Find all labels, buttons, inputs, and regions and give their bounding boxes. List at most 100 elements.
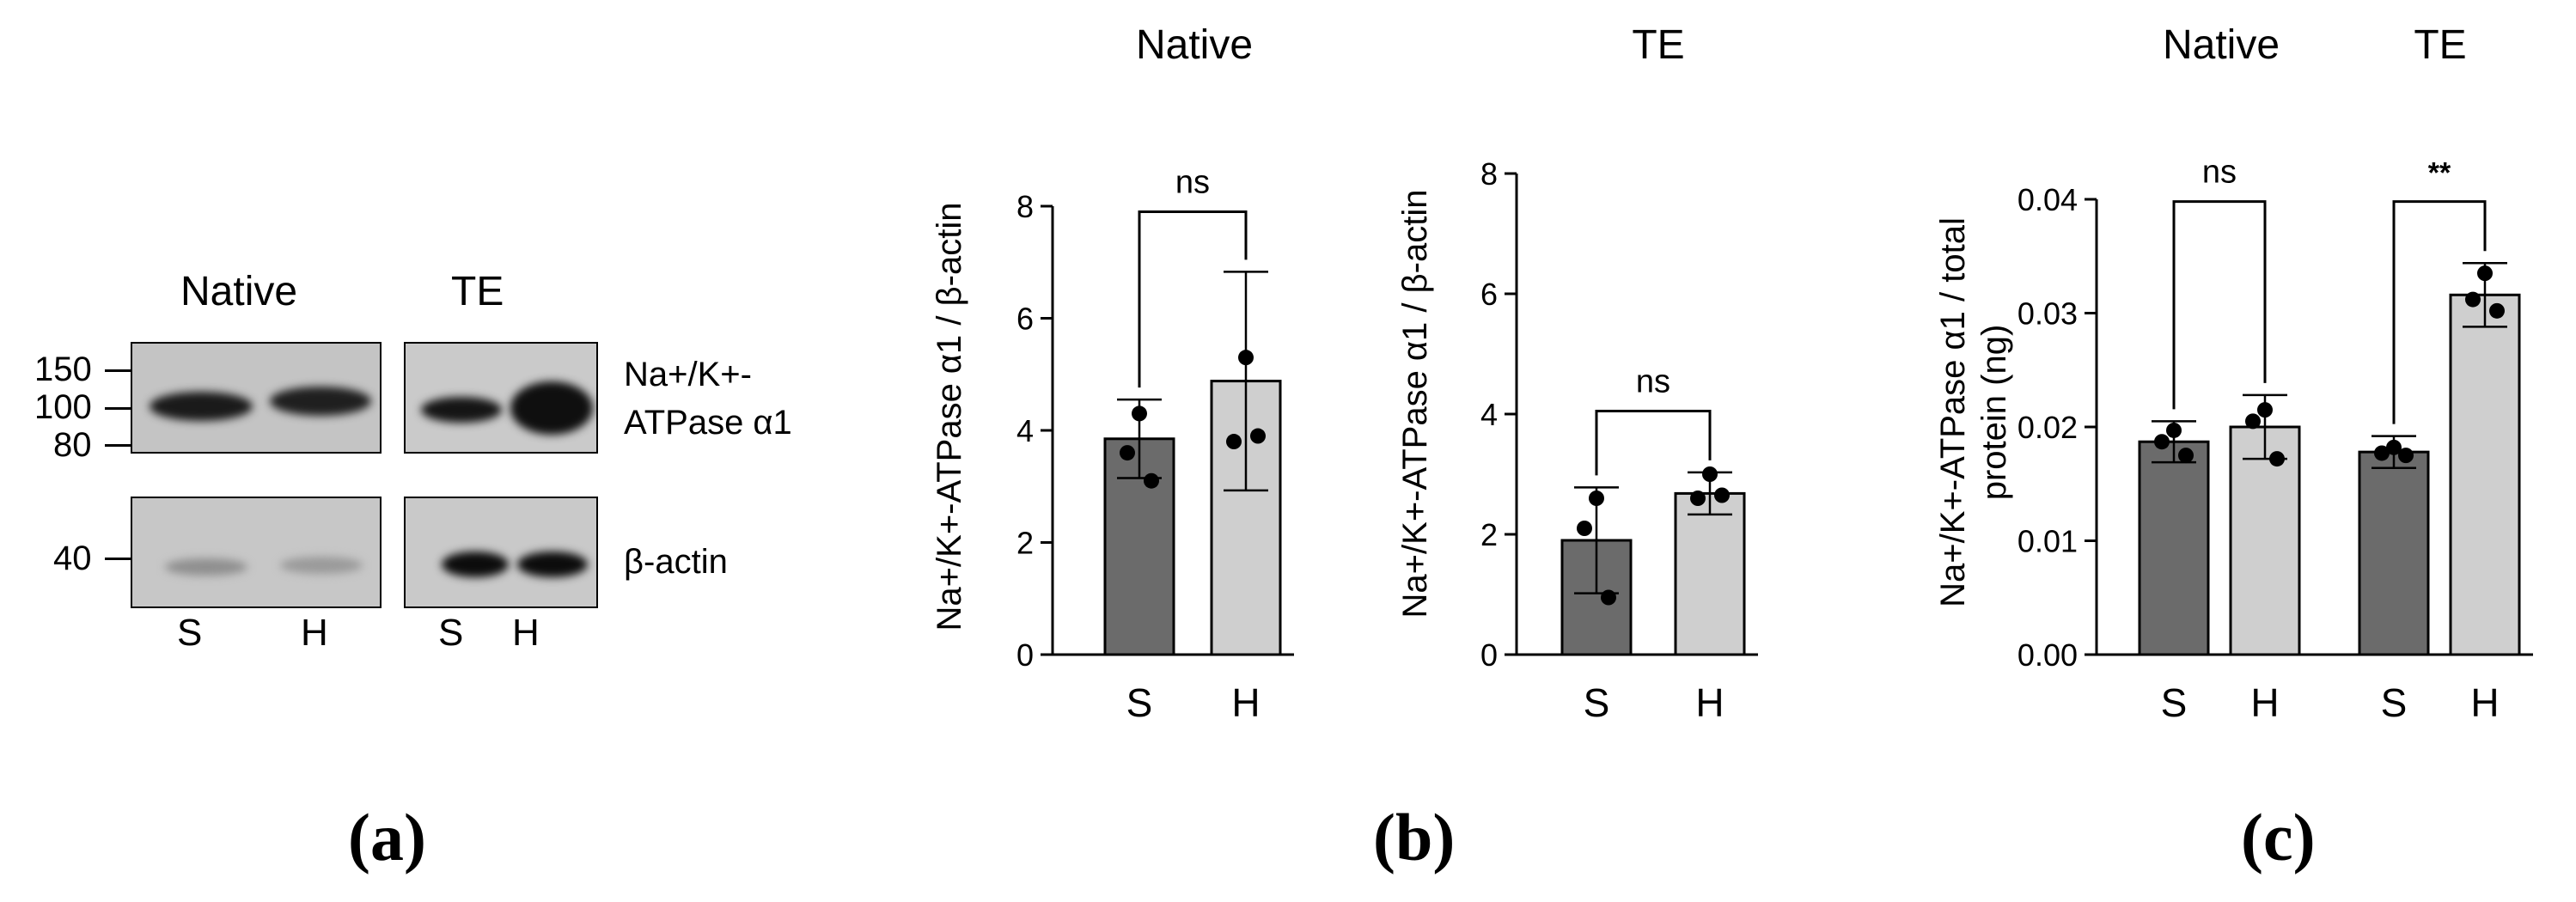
y-tick-label: 0.02 xyxy=(2017,410,2078,445)
y-tick-label: 4 xyxy=(1480,397,1498,432)
blot-te-actin xyxy=(404,497,598,608)
y-tick-label: 6 xyxy=(1480,277,1498,312)
label-atpase-line1: Na+/K+- xyxy=(624,356,752,393)
data-point xyxy=(1714,487,1730,503)
x-tick-label: S xyxy=(1584,680,1610,725)
data-point xyxy=(1250,428,1266,444)
data-point xyxy=(1144,472,1159,489)
bar-s xyxy=(2138,440,2210,656)
chart-title: Native xyxy=(1136,22,1253,68)
marker-80: 80 xyxy=(53,426,92,464)
data-point xyxy=(1226,434,1242,450)
band-te-actin-h xyxy=(517,552,588,577)
x-tick-label: H xyxy=(2470,680,2499,725)
y-tick-label: 0.00 xyxy=(2017,637,2078,673)
data-point xyxy=(1577,521,1592,536)
blot-native-atpase xyxy=(131,342,382,454)
marker-150: 150 xyxy=(34,350,92,388)
significance-label: ** xyxy=(2428,157,2451,190)
marker-tick xyxy=(105,407,131,410)
x-tick-label: S xyxy=(2381,680,2408,725)
significance-bracket xyxy=(1138,210,1248,388)
lane-te-s: S xyxy=(438,612,464,654)
significance-bracket xyxy=(2172,200,2267,410)
data-point xyxy=(2489,302,2505,319)
data-point xyxy=(1589,491,1604,506)
bar-s xyxy=(2358,450,2430,656)
bar-h xyxy=(2229,425,2301,656)
blot-te-atpase xyxy=(404,342,598,454)
data-point xyxy=(2374,445,2390,461)
data-point xyxy=(2477,265,2493,282)
y-tick-label: 2 xyxy=(1016,526,1034,561)
x-tick-label: H xyxy=(1231,680,1260,725)
significance-bracket xyxy=(1595,410,1712,476)
y-tick-label: 0.04 xyxy=(2017,182,2078,217)
band-te-s xyxy=(421,397,502,423)
y-tick-label: 2 xyxy=(1480,517,1498,552)
band-te-h xyxy=(510,381,593,435)
data-point xyxy=(1132,405,1147,422)
y-tick-label: 0.03 xyxy=(2017,296,2078,332)
data-point xyxy=(1690,491,1706,506)
band-native-actin-h xyxy=(280,557,363,574)
chart-title: TE xyxy=(2414,22,2466,68)
marker-100: 100 xyxy=(34,388,92,426)
caption-a: (a) xyxy=(348,800,426,875)
chart-title: TE xyxy=(1632,22,1684,68)
y-tick-label: 8 xyxy=(1480,156,1498,192)
data-point xyxy=(1601,589,1616,606)
band-native-s xyxy=(150,392,253,421)
significance-label: ns xyxy=(1636,364,1670,400)
chart-title: Native xyxy=(2163,22,2280,68)
label-actin: β-actin xyxy=(624,543,728,581)
y-tick-label: 4 xyxy=(1016,413,1034,448)
data-point xyxy=(1702,466,1718,482)
band-te-actin-s xyxy=(442,552,509,577)
caption-b: (b) xyxy=(1373,800,1456,875)
significance-label: ns xyxy=(2202,155,2237,191)
band-native-actin-s xyxy=(165,558,247,576)
y-tick-label: 0 xyxy=(1480,637,1498,673)
data-point xyxy=(2386,439,2402,455)
significance-label: ns xyxy=(1175,165,1210,201)
data-point xyxy=(2398,448,2414,464)
lane-native-s: S xyxy=(177,612,203,654)
lane-native-h: H xyxy=(301,612,328,654)
data-point xyxy=(2178,448,2194,464)
data-point xyxy=(2465,291,2481,308)
caption-c: (c) xyxy=(2241,800,2316,875)
lane-te-h: H xyxy=(512,612,540,654)
data-point xyxy=(2154,434,2170,450)
marker-tick xyxy=(105,558,131,560)
significance-bracket xyxy=(2392,200,2487,424)
blot-group-te: TE xyxy=(451,269,504,314)
y-tick-label: 0.01 xyxy=(2017,524,2078,559)
marker-40: 40 xyxy=(53,539,92,577)
y-axis-label: protein (ng) xyxy=(1975,325,2013,501)
data-point xyxy=(2257,402,2273,418)
y-tick-label: 8 xyxy=(1016,189,1034,224)
data-point xyxy=(2166,422,2182,438)
x-tick-label: S xyxy=(1126,680,1153,725)
x-tick-label: H xyxy=(2250,680,2279,725)
y-axis-label: Na+/K+-ATPase α1 / β-actin xyxy=(1396,190,1434,619)
marker-tick xyxy=(105,444,131,447)
y-tick-label: 0 xyxy=(1016,637,1034,673)
x-tick-label: S xyxy=(2161,680,2188,725)
data-point xyxy=(2269,451,2285,467)
bar-h xyxy=(1674,491,1746,656)
marker-tick xyxy=(105,369,131,372)
y-axis-label: Na+/K+-ATPase α1 / total xyxy=(1934,217,1972,607)
y-axis-label: Na+/K+-ATPase α1 / β-actin xyxy=(931,203,968,631)
label-atpase-line2: ATPase α1 xyxy=(624,404,792,442)
blot-group-native: Native xyxy=(180,269,298,314)
band-native-h xyxy=(270,387,371,416)
bar-h xyxy=(2449,293,2521,656)
blot-native-actin xyxy=(131,497,382,608)
data-point xyxy=(1238,350,1254,366)
y-tick-label: 6 xyxy=(1016,302,1034,337)
data-point xyxy=(1120,445,1135,461)
